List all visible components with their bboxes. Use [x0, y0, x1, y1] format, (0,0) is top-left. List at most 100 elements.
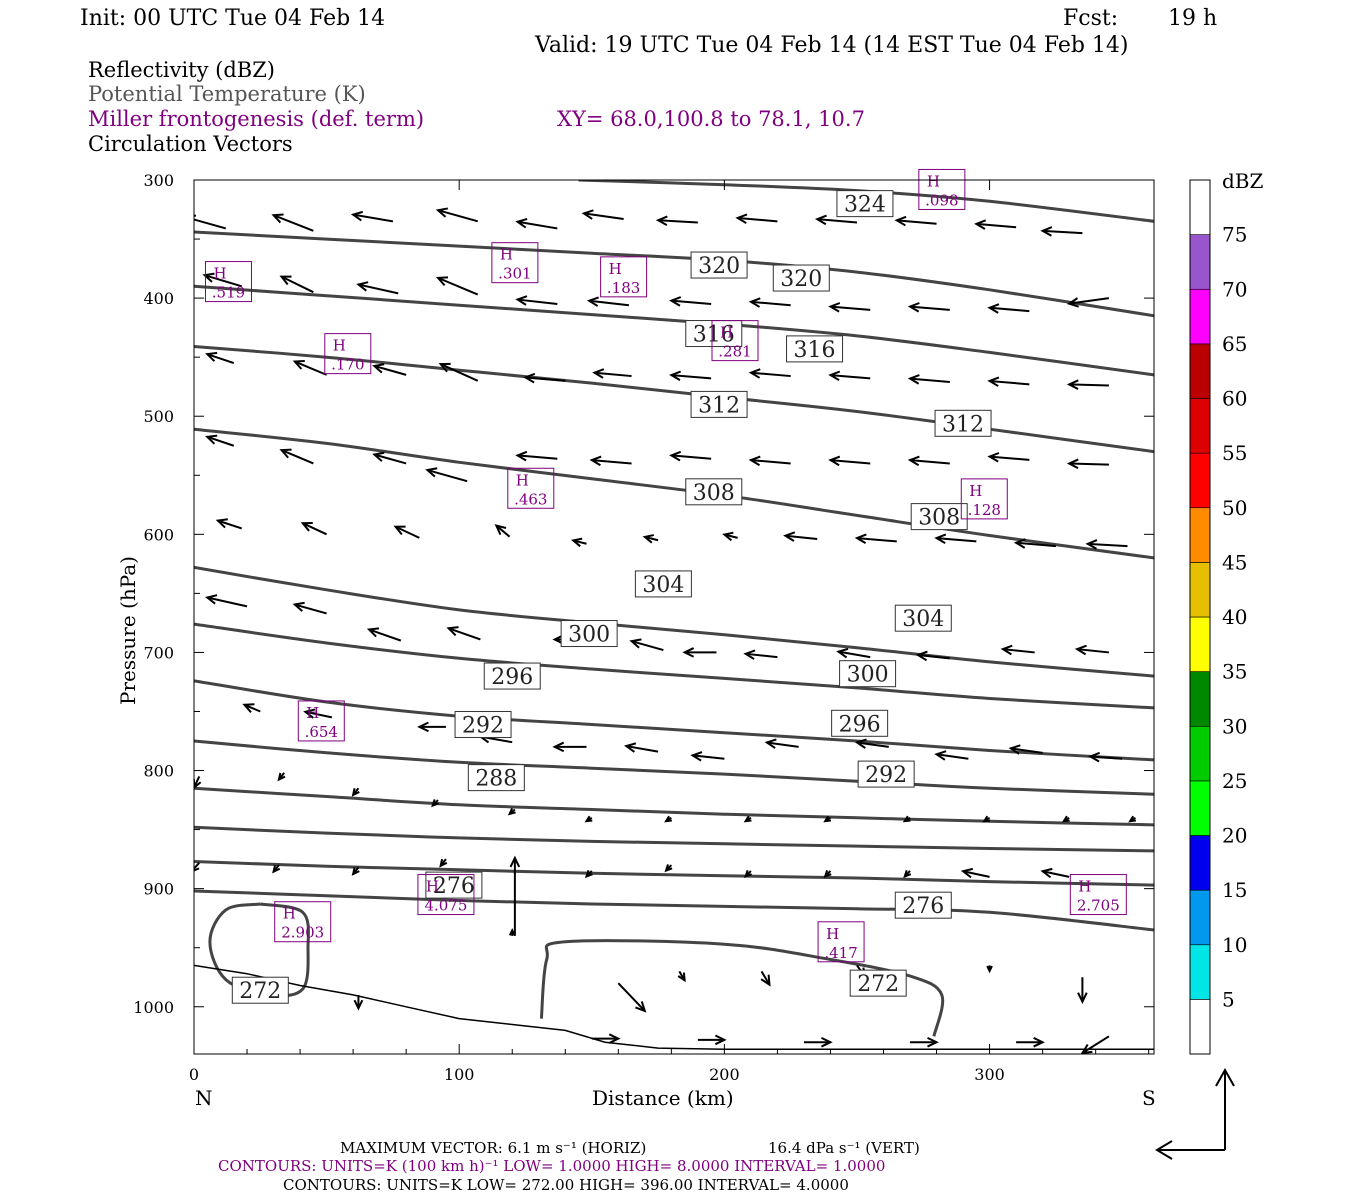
vector-head — [854, 738, 867, 749]
theta-label-box — [454, 710, 512, 738]
vector-2 — [350, 210, 394, 223]
vector-head — [1066, 379, 1079, 390]
frontogenesis-max-value: 2.903 — [281, 924, 324, 942]
vector-shaft — [517, 220, 558, 230]
theta-label-312-1: 312 — [934, 409, 992, 437]
vector-112 — [617, 982, 647, 1013]
vector-head — [764, 738, 777, 749]
frontogenesis-max-7: H.128 — [960, 478, 1008, 520]
theta-contour-304-5 — [194, 565, 1154, 678]
vector-head — [655, 215, 668, 227]
colorbar-swatch-15 — [1189, 179, 1211, 235]
frontogenesis-max-letter: H — [1078, 878, 1091, 896]
frontogenesis-max-12: H2.705 — [1069, 874, 1127, 916]
north-end-label: N — [195, 1086, 213, 1110]
vector-shaft — [374, 365, 407, 376]
vector-shaft — [671, 374, 712, 380]
frontogenesis-max-value: .301 — [498, 265, 531, 283]
theta-label-272-0: 272 — [231, 976, 289, 1004]
vector-88 — [507, 807, 516, 816]
vector-shaft — [658, 219, 698, 224]
vector-head — [351, 867, 360, 876]
max-vector-horizontal: MAXIMUM VECTOR: 6.1 m s⁻¹ (HORIZ) — [340, 1139, 646, 1157]
vector-shaft — [1069, 297, 1110, 305]
theta-label-text: 292 — [462, 713, 504, 738]
frontogenesis-max-box — [417, 874, 475, 916]
vector-head — [642, 534, 655, 544]
colorbar-swatch-2 — [1189, 889, 1211, 946]
frontogenesis-max-value: .170 — [331, 356, 364, 374]
vector-head — [507, 807, 516, 816]
vector-90 — [664, 815, 672, 823]
vector-head — [987, 303, 1000, 314]
vector-head — [934, 750, 947, 761]
frontogenesis-max-letter: H — [283, 905, 296, 923]
frontogenesis-max-letter: H — [609, 260, 622, 278]
vector-head — [828, 302, 841, 313]
vector-head — [828, 370, 841, 382]
theta-label-312-0: 312 — [690, 390, 748, 418]
y-tick-label-700: 700 — [143, 643, 174, 662]
vector-head — [552, 741, 565, 753]
vector-51 — [494, 524, 511, 538]
theta-label-272-1: 272 — [849, 969, 907, 997]
vector-83 — [1088, 751, 1123, 763]
vector-94 — [982, 815, 991, 823]
vector-shaft — [368, 628, 402, 642]
vector-head — [584, 815, 593, 823]
vector-head — [1040, 226, 1053, 237]
vector-shaft — [207, 596, 248, 608]
theta-label-text: 304 — [642, 573, 684, 598]
theta-label-296-1: 296 — [831, 709, 889, 737]
vector-shaft — [785, 534, 818, 541]
x-tick-label-200: 200 — [709, 1065, 740, 1084]
frontogenesis-max-box — [1069, 874, 1127, 916]
theta-label-box — [836, 190, 894, 218]
vector-123 — [1080, 1035, 1110, 1054]
vector-head — [894, 215, 907, 227]
theta-label-box — [467, 764, 525, 792]
vector-3 — [435, 207, 479, 223]
colorbar-swatch-12 — [1189, 343, 1211, 399]
vector-shaft — [591, 459, 632, 465]
vector-head — [624, 742, 637, 753]
vector-36 — [205, 434, 235, 447]
vector-78 — [690, 751, 725, 762]
theta-contour-labels: 324 320 320 316 316 312 312 308 308 304 304 300 300 2… — [231, 190, 992, 1004]
vector-shaft — [989, 455, 1030, 461]
vector-shaft — [856, 741, 889, 748]
vector-69 — [915, 650, 950, 662]
vector-head — [635, 1001, 647, 1013]
vector-head — [669, 450, 682, 462]
vector-head — [1013, 538, 1026, 549]
field-title-frontogenesis: Miller frontogenesis (def. term) — [88, 107, 424, 131]
vector-head — [509, 855, 521, 868]
theta-contour-272-14 — [539, 939, 945, 1037]
vector-head — [271, 213, 284, 224]
vector-0 — [194, 214, 227, 230]
vector-shaft — [204, 274, 243, 288]
frontogenesis-max-box — [918, 168, 966, 210]
colorbar-swatch-4 — [1189, 780, 1211, 836]
vector-shaft — [273, 214, 314, 232]
field-title-theta: Potential Temperature (K) — [88, 82, 366, 106]
frontogenesis-max-8: H.654 — [297, 700, 345, 742]
vector-60 — [205, 594, 248, 608]
vector-5 — [581, 209, 624, 220]
vector-29 — [592, 368, 632, 379]
vector-62 — [366, 627, 402, 642]
y-tick-label-800: 800 — [143, 762, 174, 781]
vector-shaft — [437, 276, 479, 296]
theta-label-text: 300 — [847, 663, 889, 688]
vector-114 — [760, 970, 771, 987]
frontogenesis-max-box — [204, 261, 252, 303]
vector-118 — [591, 1033, 621, 1044]
theta-contour-296-7 — [194, 679, 1154, 762]
vector-41 — [589, 455, 632, 467]
theta-label-296-0: 296 — [483, 662, 541, 690]
vector-32 — [828, 370, 871, 382]
vector-head — [438, 362, 451, 373]
vector-96 — [1128, 815, 1137, 823]
vector-18 — [669, 296, 712, 307]
frontogenesis-max-box — [324, 333, 372, 375]
